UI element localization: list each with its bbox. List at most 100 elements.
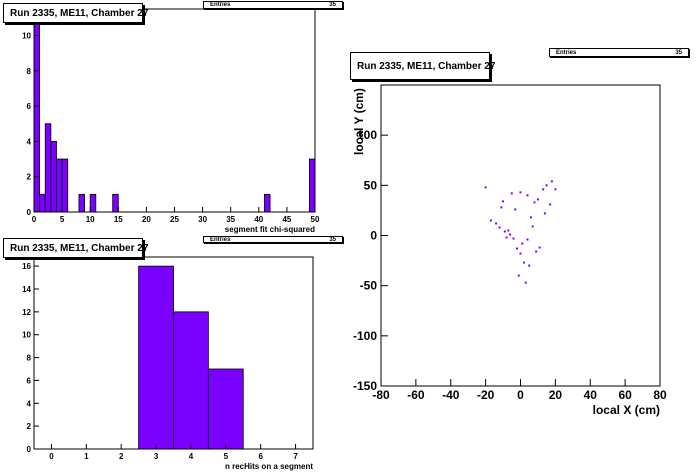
y-tick-label-3: -50 (360, 279, 378, 293)
y-tick-label-3: -150 (353, 379, 377, 393)
x-tick-label-3: 20 (549, 388, 563, 402)
stats-label-2: Entries (210, 236, 231, 243)
x-tick-label-1: 40 (254, 215, 263, 224)
x-tick-label-2: 3 (154, 452, 159, 461)
stats-value-1: 35 (329, 2, 336, 8)
chart-title-1: Run 2335, ME11, Chamber 27 (3, 3, 148, 23)
plot-frame-3 (380, 84, 661, 387)
scatter-point (510, 192, 513, 195)
x-tick-label-1: 50 (311, 215, 320, 224)
scatter-point (526, 238, 529, 241)
x-tick-label-1: 10 (86, 215, 95, 224)
y-tick-label-2: 6 (27, 376, 32, 385)
x-tick-label-3: -60 (407, 388, 425, 402)
x-axis-label-1: segment fit chi-squared (225, 225, 315, 234)
x-tick-label-2: 4 (189, 452, 194, 461)
histogram-bar-1 (89, 193, 97, 213)
histogram-bar-1 (33, 17, 41, 213)
y-tick-label-1: 4 (27, 137, 32, 146)
scatter-point (519, 191, 522, 194)
scatter-point (507, 229, 510, 232)
y-tick-label-2: 2 (27, 422, 32, 431)
scatter-point (500, 206, 503, 209)
y-tick-label-1: 2 (27, 173, 32, 182)
x-tick-label-2: 7 (293, 452, 298, 461)
x-tick-label-3: 60 (618, 388, 632, 402)
histogram-bar-1 (44, 123, 52, 213)
x-tick-label-3: 80 (653, 388, 667, 402)
scatter-point (498, 226, 501, 229)
y-tick-label-2: 12 (22, 308, 31, 317)
stats-box-3: Entries 35 (549, 48, 689, 57)
x-tick-label-1: 0 (32, 215, 37, 224)
scatter-point (522, 261, 525, 264)
x-tick-label-3: -80 (372, 388, 390, 402)
x-tick-label-2: 5 (224, 452, 229, 461)
y-tick-label-1: 0 (27, 208, 32, 217)
histogram-bar-1 (61, 158, 69, 213)
histogram-bar-1 (264, 193, 271, 213)
scatter-point (517, 274, 520, 277)
scatter-point (550, 180, 553, 183)
stats-box-2: Entries 35 (203, 236, 343, 243)
histogram-bar-1 (78, 193, 85, 213)
x-tick-label-2: 0 (49, 452, 54, 461)
scatter-point (543, 212, 546, 215)
scatter-point (503, 230, 506, 233)
scatter-point (535, 250, 538, 253)
scatter-point (495, 222, 498, 225)
x-tick-label-3: 40 (584, 388, 598, 402)
x-tick-label-1: 20 (142, 215, 151, 224)
scatter-point (542, 188, 545, 191)
scatter-point (519, 252, 522, 255)
histogram-bar-2 (173, 311, 209, 450)
scatter-point (529, 216, 532, 219)
scatter-point (502, 200, 505, 203)
x-tick-label-1: 35 (226, 215, 235, 224)
histogram-bar-1 (308, 158, 316, 213)
y-tick-label-2: 10 (22, 331, 31, 340)
scatter-point (526, 194, 529, 197)
y-tick-label-3: -100 (353, 329, 377, 343)
scatter-point (554, 188, 557, 191)
y-tick-label-2: 4 (27, 399, 32, 408)
y-tick-label-1: 8 (27, 67, 32, 76)
x-axis-label-3: local X (cm) (593, 403, 660, 417)
histogram-bar-1 (39, 193, 46, 213)
scatter-point (545, 184, 548, 187)
scatter-point (512, 237, 515, 240)
chart-title-2: Run 2335, ME11, Chamber 27 (3, 238, 148, 258)
histogram-bar-1 (50, 140, 57, 213)
stats-value-3: 35 (675, 49, 682, 56)
x-tick-label-1: 25 (170, 215, 179, 224)
x-tick-label-3: -20 (477, 388, 495, 402)
scatter-point (538, 246, 541, 249)
scatter-point (536, 198, 539, 201)
x-tick-label-1: 15 (114, 215, 123, 224)
x-tick-label-2: 6 (258, 452, 263, 461)
stats-box-1: Entries 35 (203, 1, 343, 9)
scatter-point (533, 201, 536, 204)
y-tick-label-1: 10 (22, 31, 31, 40)
y-axis-label-3: local Y (cm) (352, 88, 366, 155)
scatter-point (521, 242, 524, 245)
y-tick-label-3: 0 (370, 229, 377, 243)
plot-frame-1 (33, 8, 316, 213)
histogram-bar-1 (56, 158, 63, 213)
histogram-bar-2 (207, 368, 244, 450)
histogram-bar-2 (138, 265, 174, 450)
x-axis-label-2: n recHits on a segment (225, 462, 313, 471)
scatter-point (531, 225, 534, 228)
y-tick-label-3: 100 (357, 128, 377, 142)
x-tick-label-1: 30 (198, 215, 207, 224)
chart-title-3: Run 2335, ME11, Chamber 27 (350, 52, 495, 80)
scatter-point (509, 233, 512, 236)
y-tick-label-2: 16 (22, 262, 31, 271)
scatter-point (514, 208, 517, 211)
y-tick-label-2: 0 (27, 445, 32, 454)
x-tick-label-3: 0 (517, 388, 524, 402)
scatter-point (505, 236, 508, 239)
y-tick-label-2: 14 (22, 285, 31, 294)
scatter-point (524, 281, 527, 284)
